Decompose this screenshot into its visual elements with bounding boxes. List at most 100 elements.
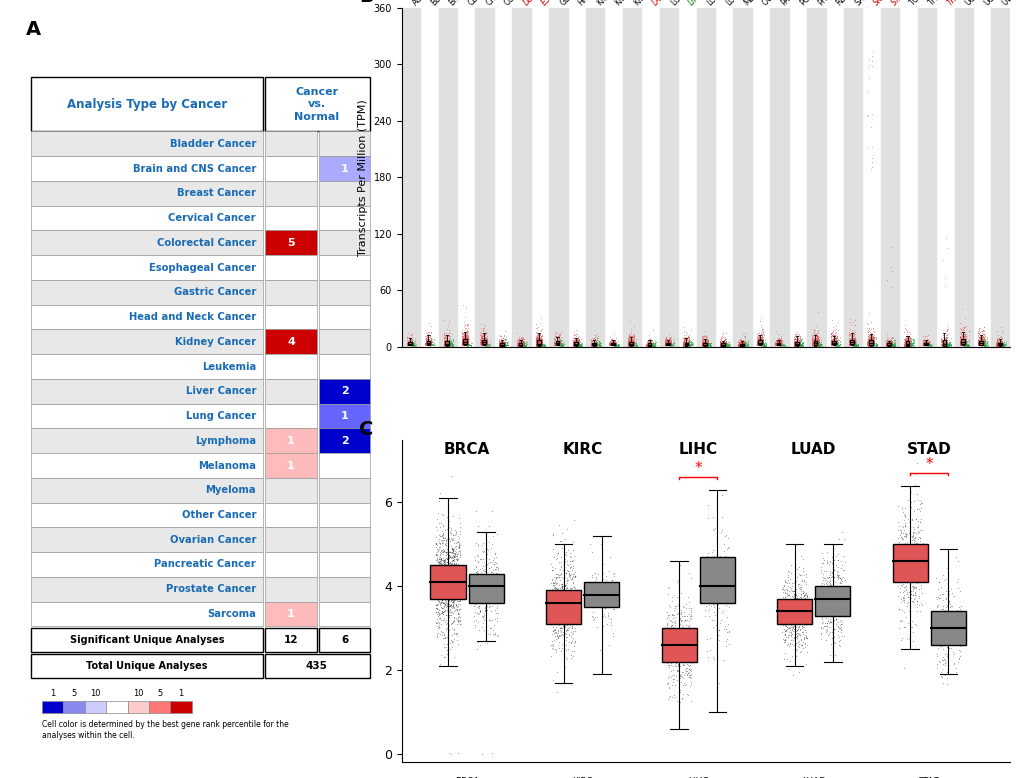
Point xyxy=(712,338,729,351)
Point xyxy=(440,339,457,352)
Point xyxy=(769,338,786,351)
Point xyxy=(620,339,636,352)
Point xyxy=(918,337,934,349)
Point xyxy=(606,335,623,348)
Point xyxy=(546,336,562,349)
Point xyxy=(478,338,494,351)
Point xyxy=(845,339,861,352)
Point xyxy=(628,338,644,351)
Point xyxy=(515,338,531,350)
Point xyxy=(936,340,953,352)
Point xyxy=(975,338,991,351)
Point xyxy=(988,334,1005,346)
Point xyxy=(736,335,752,348)
Point xyxy=(544,604,560,616)
Point xyxy=(475,338,491,350)
Point xyxy=(403,338,419,350)
Point xyxy=(719,576,736,589)
Point xyxy=(830,610,847,622)
Bar xyxy=(32,576,263,601)
Point xyxy=(796,612,812,624)
Point xyxy=(623,331,639,344)
Point xyxy=(789,340,805,352)
Point xyxy=(845,338,861,351)
Point xyxy=(989,340,1006,352)
Point xyxy=(732,338,748,350)
Point xyxy=(914,338,930,351)
Point xyxy=(821,331,838,344)
Point xyxy=(544,528,560,541)
Point xyxy=(693,338,709,350)
Point xyxy=(754,333,770,345)
Point xyxy=(679,335,695,347)
Point xyxy=(796,589,812,601)
Point xyxy=(715,339,732,352)
Point xyxy=(703,614,719,626)
Point xyxy=(859,339,875,352)
Point xyxy=(681,630,697,643)
Point xyxy=(679,338,695,350)
Point xyxy=(787,337,803,349)
Point xyxy=(917,339,933,352)
Point xyxy=(753,338,769,351)
Point xyxy=(750,337,766,349)
Point xyxy=(567,569,583,582)
Point xyxy=(441,566,458,578)
Point xyxy=(638,338,654,350)
Point xyxy=(547,337,564,349)
Point xyxy=(640,340,656,352)
Point xyxy=(588,331,604,344)
Point xyxy=(423,337,439,349)
Point xyxy=(531,336,547,349)
Point xyxy=(713,339,730,352)
Point xyxy=(696,339,712,352)
Point xyxy=(881,339,898,352)
Point xyxy=(824,334,841,346)
Point xyxy=(940,594,956,607)
Point xyxy=(822,598,839,611)
Point xyxy=(552,339,569,352)
Point xyxy=(533,338,549,351)
Point xyxy=(679,338,695,351)
Point xyxy=(438,331,454,343)
Point xyxy=(898,338,914,350)
Point xyxy=(440,327,457,339)
Point xyxy=(676,340,692,352)
Point xyxy=(693,338,709,351)
Point xyxy=(558,581,575,594)
Point xyxy=(897,340,913,352)
Point xyxy=(918,337,934,349)
Point xyxy=(566,570,582,583)
Point xyxy=(902,496,918,509)
Point xyxy=(459,338,475,350)
Point xyxy=(474,338,490,351)
Point xyxy=(662,338,679,350)
Point xyxy=(749,336,765,349)
Point xyxy=(865,339,881,352)
Point xyxy=(622,338,638,351)
Point xyxy=(681,340,697,352)
Point xyxy=(435,576,451,589)
Point xyxy=(544,529,560,541)
Point xyxy=(435,583,451,595)
Point xyxy=(769,338,786,351)
Point xyxy=(455,336,472,349)
Point xyxy=(569,334,585,346)
Point xyxy=(435,575,451,587)
Point xyxy=(698,339,714,352)
Point xyxy=(793,338,809,350)
Point xyxy=(407,339,423,352)
Point xyxy=(861,338,877,350)
Point xyxy=(904,572,920,584)
Point xyxy=(403,339,419,352)
Point xyxy=(767,338,784,350)
Point xyxy=(679,335,695,347)
Bar xyxy=(610,343,613,345)
Point xyxy=(938,328,955,341)
Point xyxy=(899,338,915,350)
Point xyxy=(477,339,493,352)
Point xyxy=(809,339,825,352)
Point xyxy=(993,338,1009,350)
Text: HNSC: HNSC xyxy=(576,0,598,7)
Point xyxy=(624,334,640,346)
